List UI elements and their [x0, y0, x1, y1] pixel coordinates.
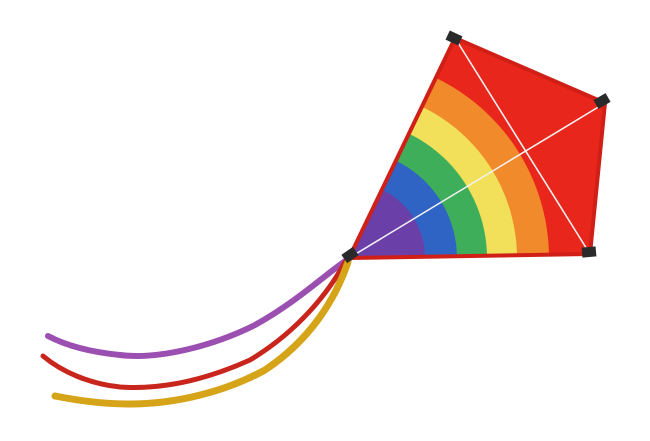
corner-cap-top	[445, 30, 463, 46]
kite-sail	[349, 38, 605, 258]
kite-spar-vertical	[454, 37, 591, 255]
corner-cap-bottom	[581, 246, 597, 258]
corner-cap-nose	[341, 246, 359, 264]
corner-cap-right	[593, 93, 611, 109]
tail-red	[40, 259, 348, 390]
tail-purple	[45, 255, 353, 359]
band-blue	[349, 150, 457, 258]
kite-tails	[40, 255, 353, 408]
kite-spars	[348, 37, 606, 259]
kite-spar-cross	[348, 102, 606, 259]
band-purple	[349, 182, 425, 258]
band-red	[349, 38, 605, 258]
tail-yellow	[51, 258, 352, 408]
kite-corner-caps	[341, 30, 611, 264]
